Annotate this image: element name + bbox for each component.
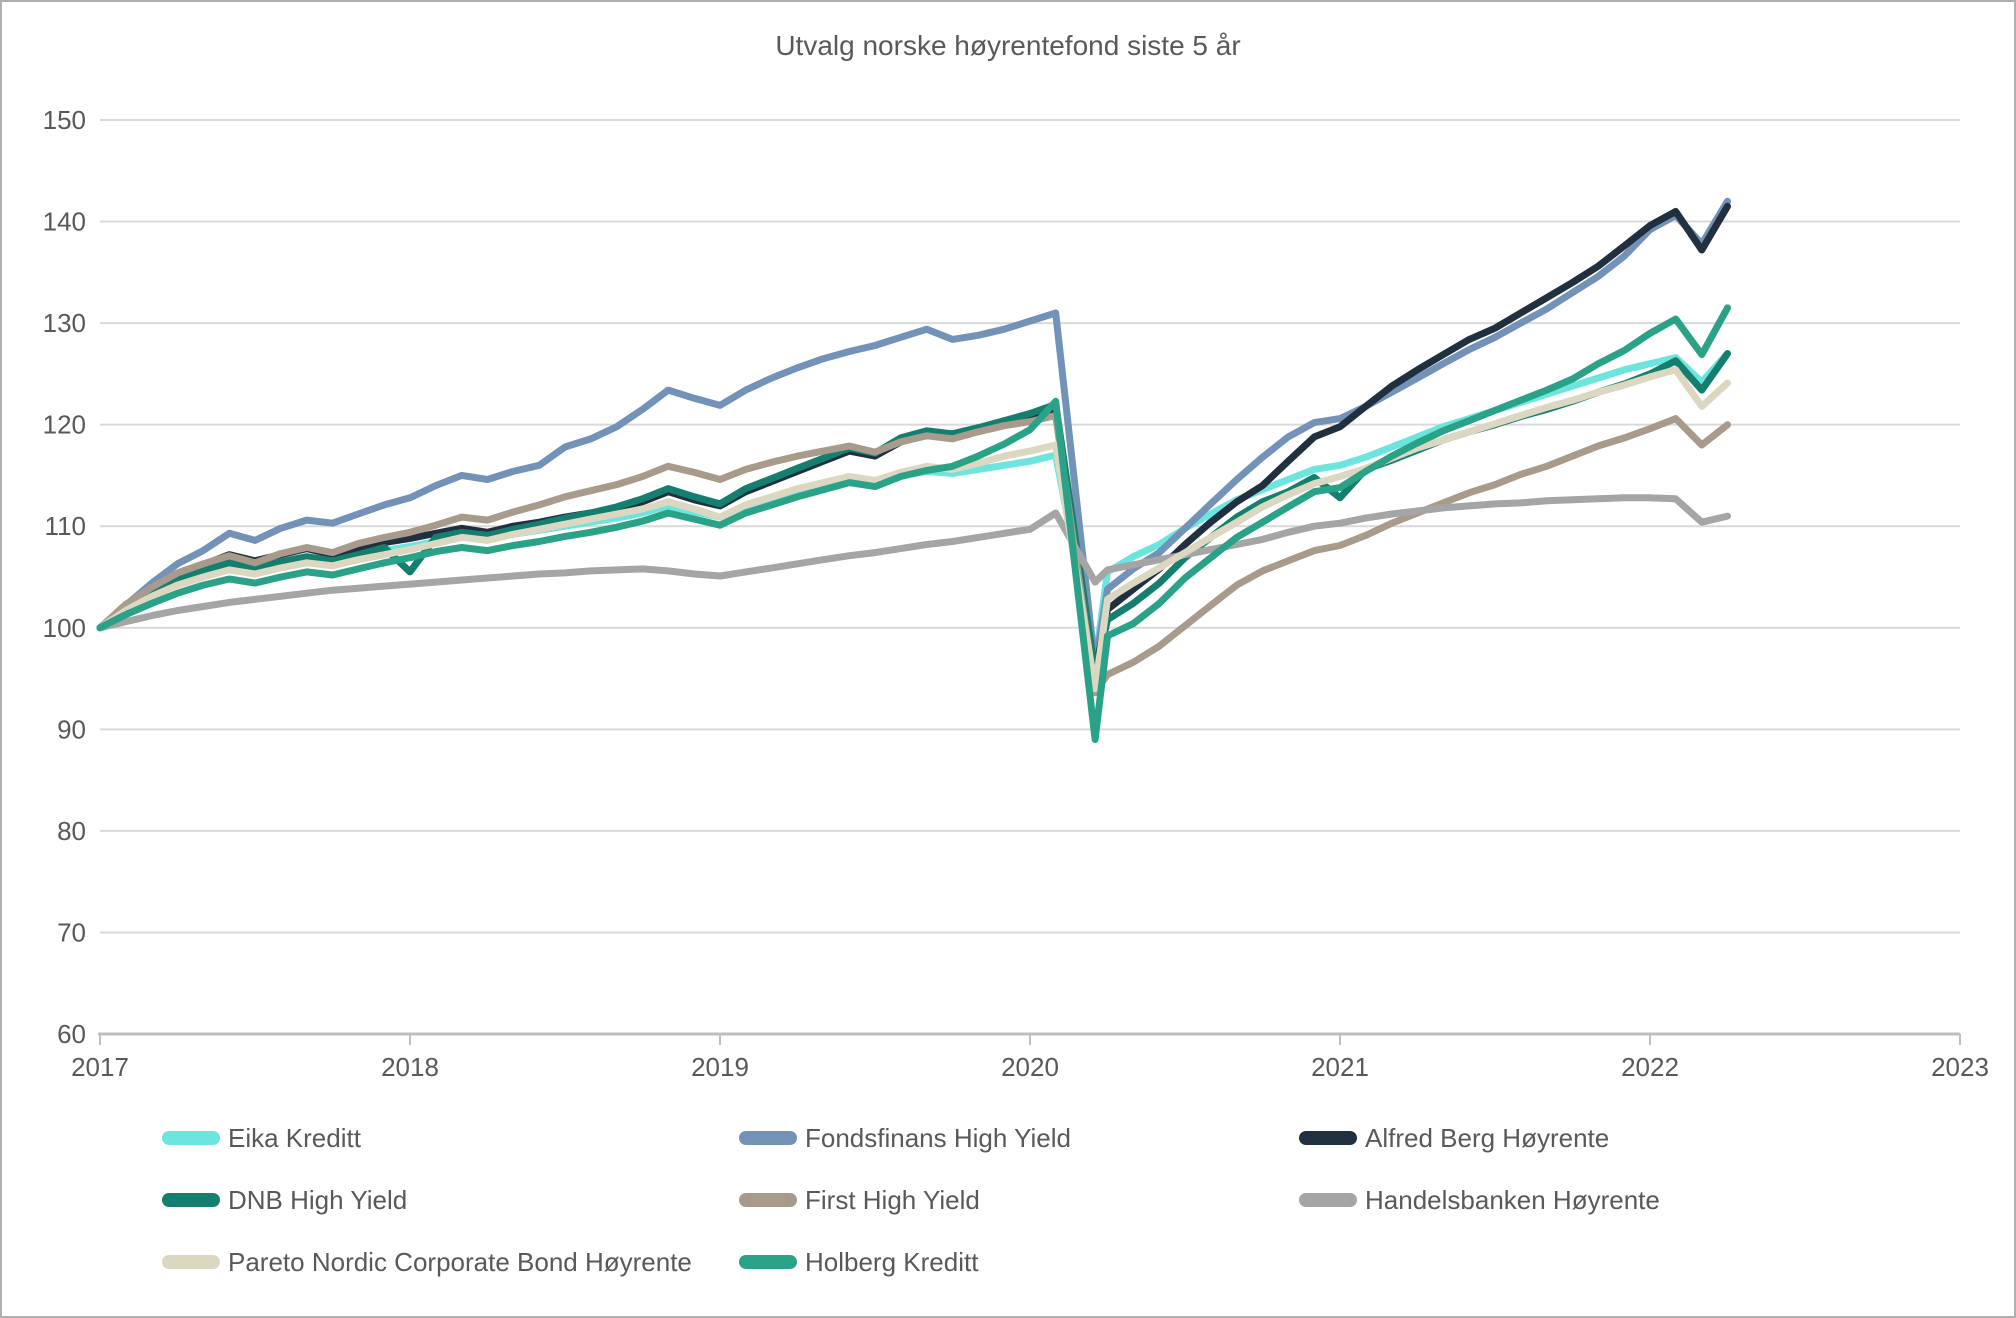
series-line-dnb-high-yield <box>96 350 1731 677</box>
y-tick-label-100: 100 <box>43 613 86 643</box>
legend-label-handelsbanken-hoyrente: Handelsbanken Høyrente <box>1365 1185 1660 1215</box>
y-tick-label-150: 150 <box>43 105 86 135</box>
legend-label-pareto-nordic-corporate-bond-hoyrente: Pareto Nordic Corporate Bond Høyrente <box>228 1247 692 1277</box>
x-tick-label-2019: 2019 <box>691 1052 749 1082</box>
x-tick-label-2022: 2022 <box>1621 1052 1679 1082</box>
x-tick-label-2023: 2023 <box>1931 1052 1989 1082</box>
y-tick-label-120: 120 <box>43 410 86 440</box>
legend-swatch-pareto-nordic-corporate-bond-hoyrente <box>162 1255 220 1269</box>
series-line-eika-kreditt <box>96 350 1731 667</box>
series-line-first-high-yield <box>96 412 1731 697</box>
legend-swatch-alfred-berg-hoyrente <box>1299 1131 1357 1145</box>
x-tick-label-2021: 2021 <box>1311 1052 1369 1082</box>
legend-swatch-fondsfinans-high-yield <box>739 1131 797 1145</box>
legend-label-holberg-kreditt: Holberg Kreditt <box>805 1247 979 1277</box>
legend-label-first-high-yield: First High Yield <box>805 1185 980 1215</box>
legend-label-dnb-high-yield: DNB High Yield <box>228 1185 407 1215</box>
x-tick-label-2020: 2020 <box>1001 1052 1059 1082</box>
y-tick-label-60: 60 <box>57 1019 86 1049</box>
y-tick-label-110: 110 <box>45 511 86 541</box>
legend-label-fondsfinans-high-yield: Fondsfinans High Yield <box>805 1123 1071 1153</box>
series-line-fondsfinans-high-yield <box>96 197 1731 670</box>
legend-swatch-first-high-yield <box>739 1193 797 1207</box>
series-line-holberg-kreditt <box>96 304 1731 743</box>
series-line-handelsbanken-hoyrente <box>96 494 1731 632</box>
y-tick-label-130: 130 <box>43 308 86 338</box>
legend-swatch-dnb-high-yield <box>162 1193 220 1207</box>
legend-label-eika-kreditt: Eika Kreditt <box>228 1123 362 1153</box>
series-line-pareto-nordic-corporate-bond-hoyrente <box>96 366 1731 693</box>
legend-label-alfred-berg-hoyrente: Alfred Berg Høyrente <box>1365 1123 1609 1153</box>
chart-title: Utvalg norske høyrentefond siste 5 år <box>775 30 1241 61</box>
x-tick-label-2017: 2017 <box>71 1052 129 1082</box>
y-tick-label-140: 140 <box>43 207 86 237</box>
x-tick-label-2018: 2018 <box>381 1052 439 1082</box>
legend-swatch-eika-kreditt <box>162 1131 220 1145</box>
legend-swatch-holberg-kreditt <box>739 1255 797 1269</box>
legend-swatch-handelsbanken-hoyrente <box>1299 1193 1357 1207</box>
y-tick-label-90: 90 <box>57 714 86 744</box>
y-tick-label-70: 70 <box>57 917 86 947</box>
y-tick-label-80: 80 <box>57 816 86 846</box>
